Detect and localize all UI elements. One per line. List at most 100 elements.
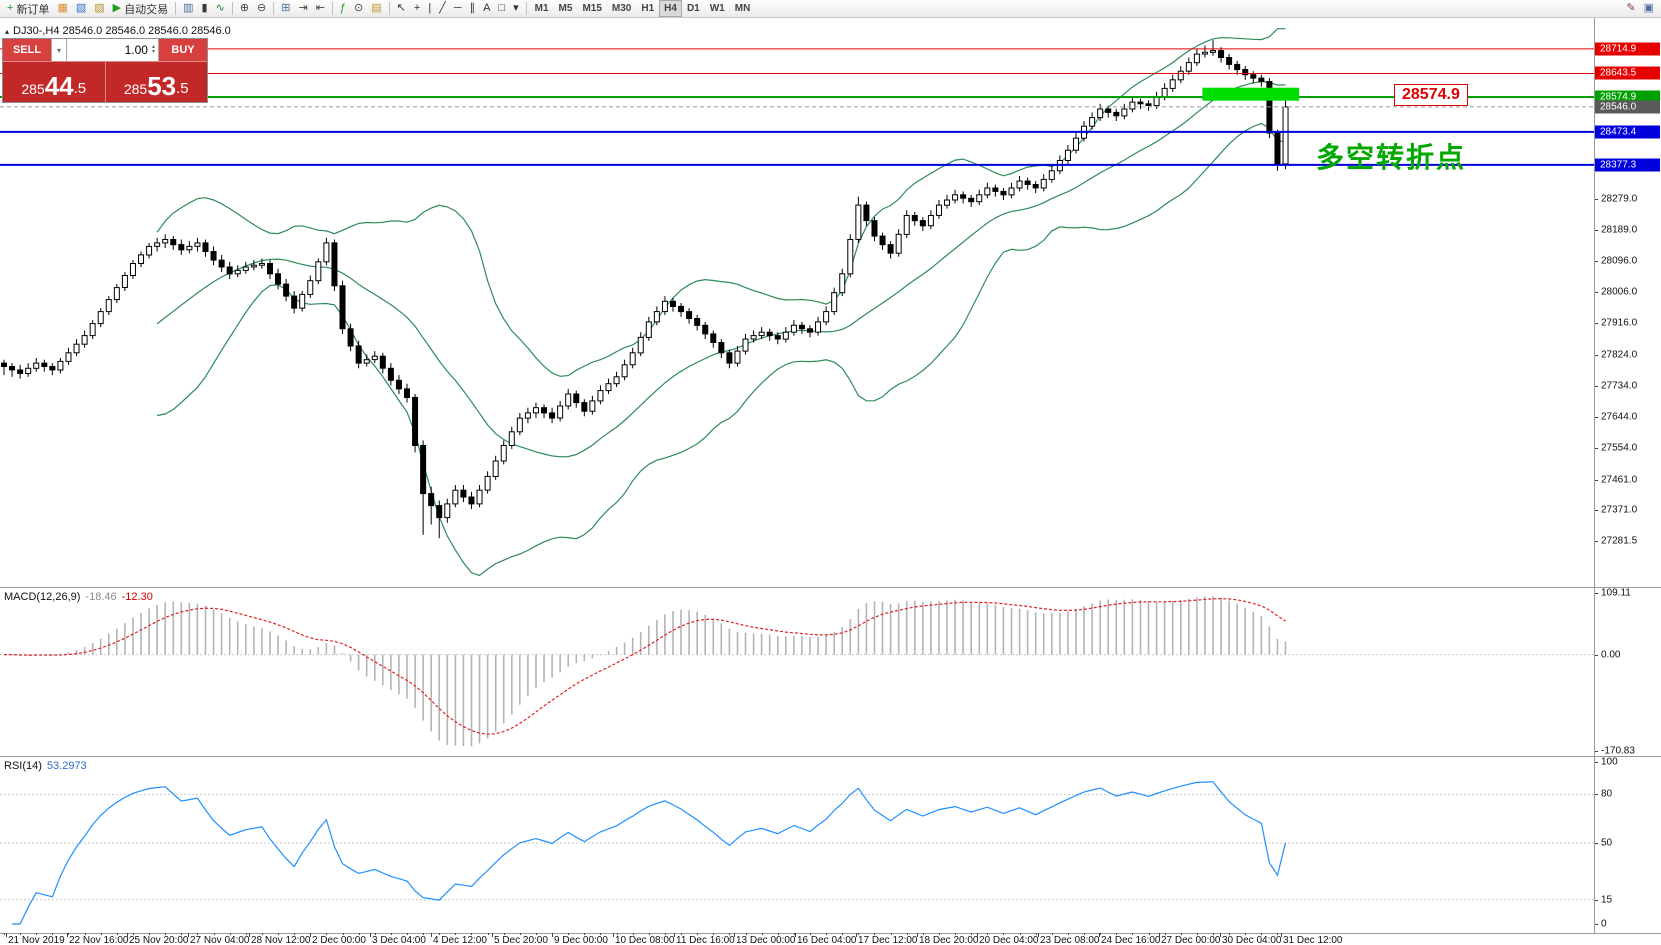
toolbar-market-watch-button[interactable]: ▦ <box>53 1 71 17</box>
macd-chart[interactable] <box>0 588 1594 756</box>
vertical-line-icon: | <box>428 2 432 14</box>
price-tick-label: 27916.0 <box>1601 317 1638 329</box>
toolbar-cursor-button[interactable]: ↖ <box>393 1 410 17</box>
time-tick-minor <box>649 933 650 935</box>
quick-edit-pencil-icon: ✎ <box>1626 2 1636 14</box>
time-tick-minor <box>955 933 956 935</box>
time-tick-major <box>249 933 250 937</box>
axis-tick-mark <box>1595 593 1598 594</box>
time-tick-minor <box>101 933 102 935</box>
symbol-marker-icon: ▴ <box>5 26 10 36</box>
toolbar-chart-bars-button[interactable]: ▥ <box>179 1 197 17</box>
time-tick-minor <box>907 933 908 935</box>
price-axis[interactable]: 28279.0 28189.0 28096.0 28006.0 27916.0 27824… <box>1595 18 1661 587</box>
toolbar-templates-button[interactable]: ▤ <box>367 1 385 17</box>
toolbar-separator <box>273 2 275 15</box>
time-tick-minor <box>746 933 747 935</box>
time-tick-minor <box>488 933 489 935</box>
timeframe-m30-button[interactable]: M30 <box>611 3 632 14</box>
toolbar-zoom-out-button[interactable]: ⊖ <box>253 1 270 17</box>
sell-button[interactable]: SELL <box>3 39 51 61</box>
candlestick-chart[interactable] <box>0 18 1594 587</box>
timeframe-h4-button[interactable]: H4 <box>659 0 682 17</box>
axis-tick-mark <box>1595 292 1598 293</box>
toolbar-text-label-button[interactable]: A <box>479 1 494 17</box>
axis-tick-mark <box>1595 924 1598 925</box>
stepper-down-icon[interactable]: ▾ <box>151 49 155 55</box>
toolbar-chart-candles-button[interactable]: ▮ <box>198 1 212 17</box>
timeframe-w1-button[interactable]: W1 <box>709 3 725 14</box>
price-callout-label[interactable]: 28574.9 <box>1394 84 1468 106</box>
toolbar-data-window-button[interactable]: ▧ <box>72 1 90 17</box>
rsi-row: RSI(14) 53.2973 100 80 50 15 0 <box>0 757 1661 932</box>
macd-tick-label: 109.11 <box>1601 587 1631 599</box>
time-axis[interactable]: 21 Nov 2019 22 Nov 16:00 25 Nov 20:00 27 No… <box>0 933 1661 945</box>
toolbar-vertical-line-button[interactable]: | <box>424 1 435 17</box>
timeframe-mn-button[interactable]: MN <box>734 3 751 14</box>
toolbar-auto-scroll-button[interactable]: ⇥ <box>294 1 311 17</box>
time-tick-minor <box>423 933 424 935</box>
rsi-canvas[interactable]: RSI(14) 53.2973 <box>0 757 1594 932</box>
stepper-up-icon[interactable]: ▴ <box>151 44 155 50</box>
toolbar-chart-line-button[interactable]: ∿ <box>212 1 229 17</box>
axis-tick-mark <box>1595 541 1598 542</box>
macd-label: MACD(12,26,9) -18.46 -12.30 <box>4 591 153 603</box>
toolbar-crosshair-button[interactable]: + <box>410 1 424 17</box>
timeframe-m1-button[interactable]: M1 <box>534 3 549 14</box>
volume-preset-dropdown[interactable]: ▾ <box>51 39 67 61</box>
axis-tick-mark <box>1595 751 1598 752</box>
toolbar-new-order-button[interactable]: + 新订单 <box>3 1 53 17</box>
toolbar-tile-windows-button[interactable]: ⊞ <box>277 1 294 17</box>
time-tick-major <box>856 933 857 937</box>
rsi-chart[interactable] <box>0 757 1594 932</box>
toolbar-auto-trading-button[interactable]: ▶ 自动交易 <box>109 1 172 17</box>
toolbar-zoom-in-button[interactable]: ⊕ <box>236 1 253 17</box>
buy-price[interactable]: 285 53.5 <box>104 62 208 102</box>
time-tick-minor <box>568 933 569 935</box>
timeframe-h1-button[interactable]: H1 <box>641 3 655 14</box>
time-tick-minor <box>262 933 263 935</box>
toolbar-quick-edit-pencil-button[interactable]: ✎ <box>1622 1 1639 17</box>
time-tick-major <box>613 933 614 937</box>
time-label: 27 Dec 00:00 <box>1161 935 1221 945</box>
toolbar-objects-dropdown-button[interactable]: ▾ <box>509 1 523 17</box>
toolbar-navigator-button[interactable]: ▨ <box>90 1 108 17</box>
toolbar-trendline-button[interactable]: ╱ <box>435 1 450 17</box>
toolbar-indicators-list-button[interactable]: ƒ <box>336 1 350 17</box>
buy-button[interactable]: BUY <box>159 39 207 61</box>
pane-separator[interactable] <box>0 756 1661 757</box>
price-tick-label: 28189.0 <box>1601 224 1638 236</box>
time-label: 22 Nov 16:00 <box>69 935 129 945</box>
time-label: 4 Dec 12:00 <box>433 935 487 945</box>
toolbar-chart-shift-button[interactable]: ⇤ <box>312 1 329 17</box>
time-label: 11 Dec 16:00 <box>676 935 735 945</box>
time-label: 5 Dec 20:00 <box>494 935 548 945</box>
sell-price[interactable]: 285 44.5 <box>3 62 105 102</box>
timeframe-m15-button[interactable]: M15 <box>582 3 602 14</box>
toolbar-layouts-button[interactable]: ▣ <box>1640 1 1658 17</box>
macd-canvas[interactable]: MACD(12,26,9) -18.46 -12.30 <box>0 588 1594 756</box>
time-label: 30 Dec 04:00 <box>1222 935 1282 945</box>
pane-separator[interactable] <box>0 587 1661 588</box>
price-tick-label: 27371.0 <box>1601 504 1638 516</box>
toolbar-arrow-objects-button[interactable]: □ <box>494 1 509 17</box>
main-chart-canvas[interactable]: ▴ DJ30-,H4 28546.0 28546.0 28546.0 28546… <box>0 18 1594 587</box>
toolbar-periods-button[interactable]: ⊙ <box>350 1 367 17</box>
turning-point-note[interactable]: 多空转折点 <box>1316 142 1467 173</box>
time-tick-minor <box>826 933 827 935</box>
time-tick-major <box>310 933 311 937</box>
toolbar-separator <box>388 2 390 15</box>
volume-input[interactable]: 1.00 ▴ ▾ <box>67 39 159 61</box>
time-label: 16 Dec 04:00 <box>797 935 857 945</box>
macd-axis[interactable]: 109.11 0.00 -170.83 <box>1595 587 1661 757</box>
text-label-icon: A <box>483 2 491 14</box>
toolbar-horizontal-line-button[interactable]: ─ <box>450 1 466 17</box>
timeframe-d1-button[interactable]: D1 <box>686 3 700 14</box>
rsi-axis[interactable]: 100 80 50 15 0 <box>1595 757 1661 932</box>
toolbar-equidistant-channel-button[interactable]: ∥ <box>466 1 480 17</box>
macd-row: MACD(12,26,9) -18.46 -12.30 109.11 0.00 -170… <box>0 587 1661 757</box>
timeframe-m5-button[interactable]: M5 <box>558 3 573 14</box>
volume-stepper[interactable]: ▴ ▾ <box>151 44 155 55</box>
time-tick-minor <box>407 933 408 935</box>
time-label: 31 Dec 12:00 <box>1283 935 1343 945</box>
